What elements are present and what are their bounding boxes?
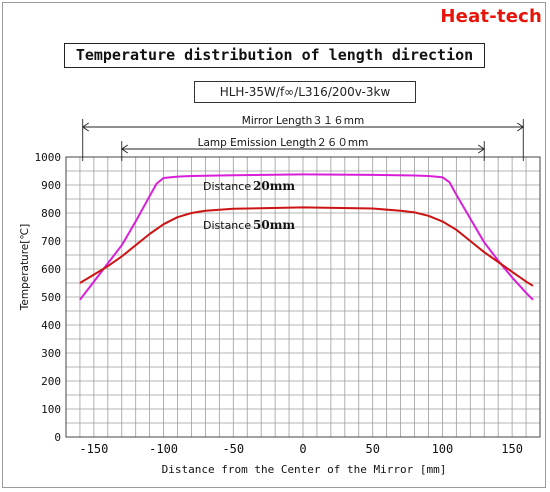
mirror-length-arrowhead-right [517,122,525,132]
brand-logo: Heat-tech [438,6,544,28]
y-tick-label: 1000 [35,151,62,164]
lamp-length-label: Lamp Emission Length２６０mm [198,137,369,149]
mirror-length-arrowhead-left [81,122,89,132]
grid [65,156,541,438]
x-tick-label: -50 [222,442,244,456]
series-line-2 [79,206,534,287]
series-label-value: 20mm [253,179,295,193]
lamp-length-arrowhead-left [120,144,129,154]
y-tick-label: 200 [41,375,61,388]
y-tick-label: 400 [41,319,61,332]
y-tick-label: 600 [41,263,61,276]
y-tick-label: 800 [41,207,61,220]
x-tick-label: 50 [365,442,379,456]
lamp-length-arrowhead-right [477,144,486,154]
mirror-length-label: Mirror Length３１６mm [242,115,364,127]
x-axis-label: Distance from the Center of the Mirror [… [162,463,447,476]
x-tick-label: -100 [149,442,178,456]
chart-title: Temperature distribution of length direc… [64,43,485,68]
series-group [79,173,534,301]
chart-frame [2,2,546,488]
x-tick-label: -150 [79,442,108,456]
y-axis-label: Temperature[℃] [19,224,31,312]
y-tick-label: 700 [41,235,61,248]
x-tick-label: 100 [432,442,454,456]
y-tick-label: 100 [41,403,61,416]
x-tick-label: 0 [299,442,306,456]
series-line-1 [79,173,534,301]
annotations: Mirror Length３１６mm Lamp Emission Length２… [19,115,525,476]
x-tick-label: 150 [501,442,523,456]
y-tick-label: 500 [41,291,61,304]
y-tick-label: 0 [54,431,61,444]
plot-border [65,156,541,438]
y-tick-label: 900 [41,179,61,192]
series-label-prefix: Distance [203,219,251,232]
series-label-value: 50mm [253,218,295,232]
y-tick-label: 300 [41,347,61,360]
chart-subtitle: HLH-35W/f∞/L316/200v-3kw [194,81,416,103]
series-label-prefix: Distance [203,180,251,193]
